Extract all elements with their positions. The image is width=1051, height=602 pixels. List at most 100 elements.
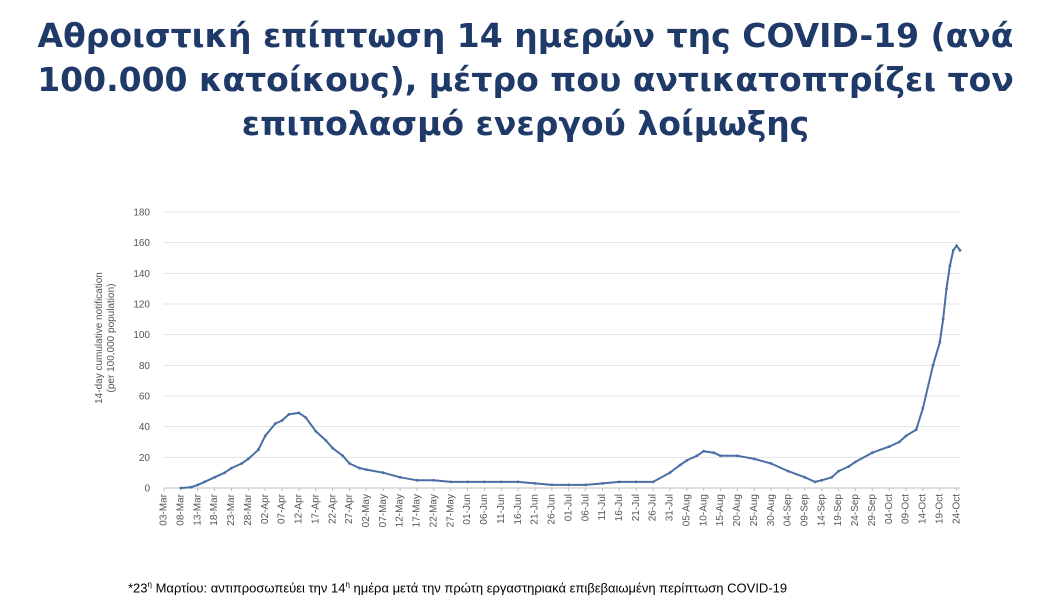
- data-point: [678, 463, 682, 467]
- y-tick-label: 160: [133, 238, 150, 249]
- x-tick-label: 20-Aug: [732, 494, 743, 526]
- x-tick-label: 17-Apr: [310, 493, 321, 524]
- data-point: [230, 466, 233, 470]
- data-point: [904, 434, 908, 438]
- data-point: [223, 471, 227, 475]
- data-point: [483, 480, 486, 484]
- x-tick-label: 19-Sep: [833, 494, 844, 527]
- x-tick-label: 11-Jun: [496, 494, 507, 524]
- data-point: [341, 454, 345, 458]
- x-tick-label: 24-Oct: [951, 494, 962, 524]
- data-point: [240, 462, 244, 465]
- y-tick-label: 40: [139, 422, 151, 433]
- x-tick-label: 10-Aug: [698, 494, 709, 526]
- data-point: [273, 422, 277, 425]
- y-tick-label: 60: [139, 392, 151, 403]
- data-point: [847, 465, 851, 468]
- data-point: [331, 446, 334, 450]
- footnote-superscript-2: η: [345, 580, 350, 589]
- data-point: [897, 440, 901, 444]
- x-tick-label: 16-Jun: [513, 494, 524, 525]
- data-point: [634, 480, 638, 484]
- y-tick-label: 180: [133, 208, 150, 219]
- data-point: [921, 406, 925, 410]
- x-tick-label: 23-Mar: [226, 493, 237, 525]
- x-tick-label: 06-Jul: [580, 494, 591, 521]
- chart-series: [179, 244, 962, 490]
- chart-title-line-3: επιπολασμό ενεργού λοίμωξης: [241, 104, 810, 143]
- line-chart: 0 20 40 60 80 100 120 140 160 180 03-Mar 08-Mar 13-…: [94, 208, 962, 528]
- x-tick-label: 12-May: [395, 494, 406, 527]
- data-point: [381, 471, 385, 475]
- chart-title-line-1: Αθροιστική επίπτωση 14 ημερών της COVID-…: [37, 16, 1014, 55]
- x-tick-label: 09-Sep: [799, 494, 810, 527]
- data-point: [449, 480, 453, 484]
- x-tick-label: 13-Mar: [192, 493, 203, 525]
- x-tick-label: 22-Apr: [327, 493, 338, 524]
- data-point: [550, 483, 554, 487]
- data-point: [304, 416, 308, 419]
- x-tick-label: 27-May: [445, 494, 456, 527]
- data-point: [179, 486, 183, 490]
- data-point: [584, 483, 587, 487]
- x-tick-label: 04-Oct: [884, 494, 895, 524]
- data-point: [931, 363, 935, 367]
- x-tick-label: 19-Oct: [934, 494, 945, 524]
- y-tick-label: 100: [133, 330, 150, 341]
- x-tick-label: 11-Jul: [597, 494, 608, 521]
- y-tick-label: 140: [133, 269, 150, 280]
- x-tick-label: 21-Jun: [530, 494, 541, 525]
- footnote-prefix: *23: [128, 580, 148, 596]
- x-tick-label: 30-Aug: [766, 494, 777, 526]
- x-tick-label: 24-Sep: [850, 494, 861, 527]
- data-point: [348, 462, 351, 465]
- x-tick-label: 02-May: [361, 494, 372, 527]
- data-point: [567, 483, 571, 487]
- data-point: [948, 264, 952, 268]
- data-point: [668, 471, 672, 475]
- x-tick-label: 01-Jun: [462, 494, 473, 525]
- x-tick-label: 03-Mar: [159, 493, 170, 525]
- y-tick-label: 120: [133, 300, 150, 311]
- y-tick-label: 20: [139, 453, 151, 464]
- data-point: [685, 459, 689, 462]
- data-point: [196, 483, 200, 487]
- data-point: [358, 466, 361, 470]
- x-tick-label: 15-Aug: [715, 494, 726, 526]
- data-point: [941, 317, 945, 321]
- x-tick-label: 06-Jun: [479, 494, 490, 525]
- data-point: [719, 454, 722, 458]
- data-point: [257, 448, 260, 452]
- data-point: [938, 340, 942, 344]
- data-point: [803, 475, 807, 479]
- data-point: [280, 419, 284, 422]
- data-point: [945, 287, 948, 291]
- data-point: [189, 485, 193, 489]
- data-point: [246, 457, 250, 461]
- data-point: [398, 475, 402, 479]
- data-point: [516, 480, 520, 484]
- data-point: [617, 480, 621, 484]
- data-point: [769, 462, 773, 465]
- data-point: [752, 457, 756, 461]
- footnote: *23η Μαρτίου: αντιπροσωπεύει την 14η ημέ…: [128, 580, 787, 595]
- data-point: [830, 475, 834, 479]
- data-point: [854, 460, 857, 464]
- data-point: [914, 428, 918, 432]
- y-axis-label-line-1: 14-day cumulative notification: [94, 272, 105, 404]
- chart-gridlines: [164, 211, 960, 489]
- data-point: [736, 454, 739, 458]
- footnote-suffix: ημέρα μετά την πρώτη εργαστηριακά επιβεβ…: [349, 580, 788, 596]
- x-tick-label: 22-May: [428, 494, 439, 527]
- x-axis-ticks: 03-Mar 08-Mar 13-Mar 18-Mar 23-Mar 28-Mar 02-A…: [159, 488, 962, 527]
- chart-title-line-2: 100.000 κατοίκους), μέτρο που αντικατοπτ…: [37, 60, 1014, 99]
- x-tick-label: 01-Jul: [563, 494, 574, 521]
- footnote-superscript-1: η: [147, 580, 152, 589]
- x-tick-label: 26-Jul: [648, 494, 659, 521]
- footnote-middle: Μαρτίου: αντιπροσωπεύει την 14: [151, 580, 346, 596]
- data-point: [712, 451, 716, 455]
- x-tick-label: 14-Oct: [918, 494, 929, 524]
- data-point: [870, 451, 874, 455]
- x-tick-label: 27-Apr: [344, 493, 355, 524]
- y-axis-label-line-2: (per 100,000 population): [106, 284, 117, 393]
